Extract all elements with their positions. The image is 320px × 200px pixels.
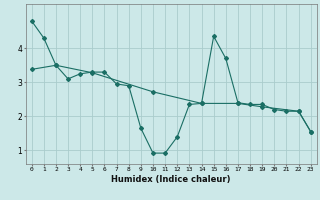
X-axis label: Humidex (Indice chaleur): Humidex (Indice chaleur)	[111, 175, 231, 184]
